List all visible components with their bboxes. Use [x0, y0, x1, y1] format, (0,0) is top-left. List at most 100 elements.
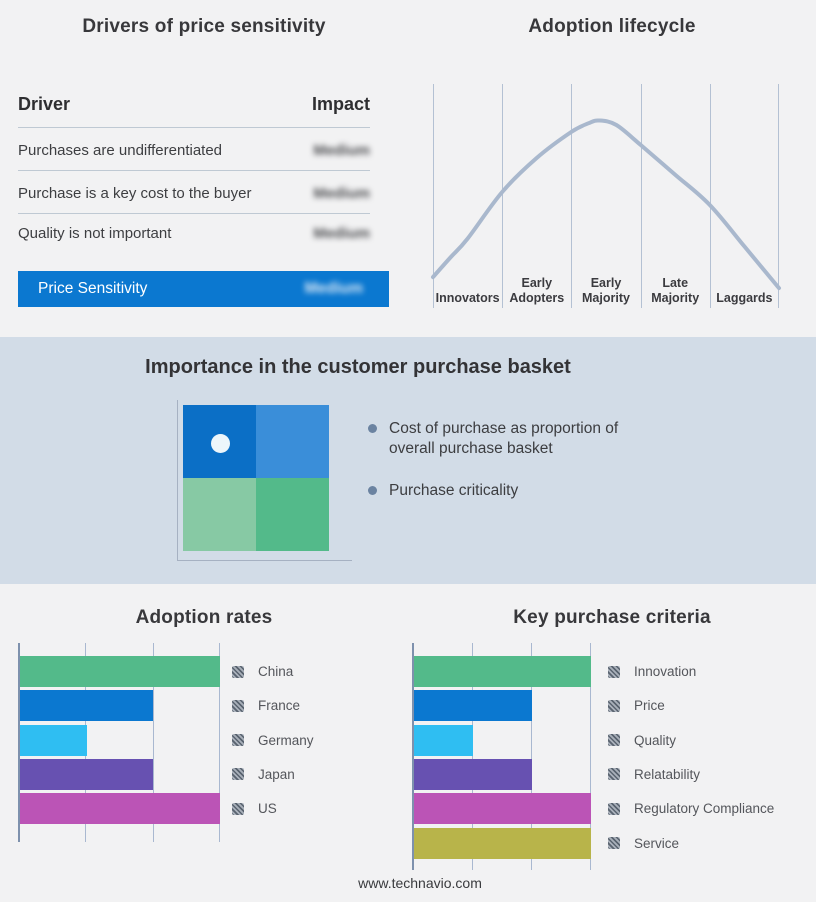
y-axis [18, 643, 20, 842]
gridline [590, 643, 591, 870]
bar-germany [20, 724, 87, 756]
driver-cell: Price Sensitivity [38, 280, 148, 297]
column-header-impact: Impact [311, 94, 370, 114]
hatched-swatch-icon [232, 665, 244, 678]
lifecycle-curve [431, 118, 781, 291]
impact-cell-blurred: Medium [304, 280, 363, 297]
lifecycle-curve-svg [431, 118, 781, 291]
lifecycle-label-early-adopters: Early Adopters [509, 276, 565, 305]
adoption-rates-panel: Adoption rates China France Germany Japan US [0, 584, 408, 902]
bullet-text: Purchase criticality [389, 482, 519, 499]
legend-label: Japan [258, 766, 295, 782]
quadrant-x-axis [177, 560, 352, 561]
driver-cell: Quality is not important [18, 225, 172, 242]
legend-label: China [258, 664, 294, 679]
gridline [531, 643, 533, 870]
purchase-basket-band: Importance in the customer purchase bask… [0, 337, 816, 584]
legend-label: Innovation [634, 664, 697, 679]
table-row: Quality is not important Medium [18, 225, 370, 242]
legend-item-innovation: Innovation [608, 656, 696, 687]
legend-label: Regulatory Compliance [634, 801, 775, 817]
lifecycle-label-laggards: Laggards [716, 290, 773, 305]
bar-us [20, 793, 220, 825]
gridline [471, 643, 473, 870]
purchase-basket-title: Importance in the customer purchase bask… [145, 356, 571, 378]
driver-cell: Purchases are undifferentiated [18, 142, 223, 159]
legend-label: Quality [634, 732, 677, 748]
lifecycle-label-late-majority: Late Majority [651, 276, 700, 305]
purchase-criteria-chart [412, 643, 591, 870]
lifecycle-chart: Innovators Early Adopters Early Majority… [431, 84, 781, 308]
legend-item-relatability: Relatability [608, 759, 700, 790]
divider [18, 213, 370, 214]
y-axis [412, 643, 414, 870]
adoption-lifecycle-title: Adoption lifecycle [528, 16, 696, 37]
bullet-icon [368, 424, 377, 433]
legend-item-service: Service [608, 828, 679, 859]
bar-regulatory-compliance [414, 793, 591, 825]
bar-france [20, 690, 154, 722]
price-drivers-title: Drivers of price sensitivity [82, 16, 326, 37]
quadrant-cell-1 [256, 405, 329, 478]
quadrant-y-axis [177, 400, 178, 561]
gridline [709, 84, 711, 308]
column-header-driver: Driver [18, 94, 71, 114]
legend-item-france: France [232, 690, 300, 721]
legend-item-price: Price [608, 690, 665, 721]
gridline [433, 84, 434, 308]
legend-label: Price [634, 698, 665, 714]
quadrant-cell-2 [183, 478, 256, 551]
adoption-rates-title: Adoption rates [135, 607, 273, 628]
gridline [502, 84, 504, 308]
bar-china [20, 656, 220, 687]
purchase-criteria-panel: Key purchase criteria Innovation Price Qua… [408, 584, 816, 902]
hatched-swatch-icon [232, 768, 244, 781]
legend-label: Relatability [634, 766, 701, 782]
purchase-criteria-title: Key purchase criteria [513, 607, 711, 628]
bullet-item: Purchase criticality [368, 481, 636, 501]
impact-cell-blurred: Medium [313, 142, 370, 159]
price-sensitivity-highlight-row: Price Sensitivity Medium [18, 271, 389, 307]
legend-label: Service [634, 835, 680, 851]
price-drivers-panel: Drivers of price sensitivity Driver Impa… [0, 0, 408, 337]
purchase-criteria-legend: Innovation Price Quality Relatability Regula… [608, 643, 813, 870]
legend-item-china: China [232, 656, 293, 687]
table-row: Purchases are undifferentiated Medium [18, 142, 370, 159]
adoption-rates-legend: China France Germany Japan US [232, 643, 402, 842]
gridline [571, 84, 573, 308]
legend-label: US [258, 801, 277, 817]
legend-item-japan: Japan [232, 759, 295, 790]
legend-label: France [258, 698, 301, 714]
legend-label: Germany [258, 732, 314, 748]
adoption-lifecycle-panel: Adoption lifecycle Innovators Early Adop… [408, 0, 816, 337]
legend-item-quality: Quality [608, 725, 676, 756]
gridline [152, 643, 154, 842]
lifecycle-label-early-majority: Early Majority [582, 276, 630, 305]
bar-innovation [414, 656, 591, 687]
purchase-basket-quadrant [183, 405, 329, 551]
hatched-swatch-icon [608, 734, 620, 747]
table-header-row: Driver Impact [18, 94, 370, 115]
hatched-swatch-icon [608, 837, 620, 849]
hatched-swatch-icon [232, 802, 244, 815]
legend-item-us: US [232, 793, 277, 824]
website-link: www.technavio.com [358, 875, 482, 891]
gridline [219, 643, 220, 842]
hatched-swatch-icon [232, 699, 244, 712]
gridline [640, 84, 642, 308]
bar-price [414, 690, 532, 722]
impact-cell-blurred: Medium [313, 185, 370, 202]
purchase-basket-bullets: Cost of purchase as proportion of overal… [368, 419, 636, 523]
hatched-swatch-icon [608, 699, 620, 712]
lifecycle-label-innovators: Innovators [435, 290, 500, 305]
impact-cell-blurred: Medium [313, 225, 370, 242]
hatched-swatch-icon [608, 665, 620, 678]
bar-quality [414, 724, 473, 756]
bar-japan [20, 758, 154, 790]
bar-relatability [414, 758, 532, 790]
hatched-swatch-icon [608, 802, 620, 815]
table-row: Purchase is a key cost to the buyer Medi… [18, 185, 370, 202]
hatched-swatch-icon [608, 768, 620, 781]
driver-cell: Purchase is a key cost to the buyer [18, 185, 252, 202]
